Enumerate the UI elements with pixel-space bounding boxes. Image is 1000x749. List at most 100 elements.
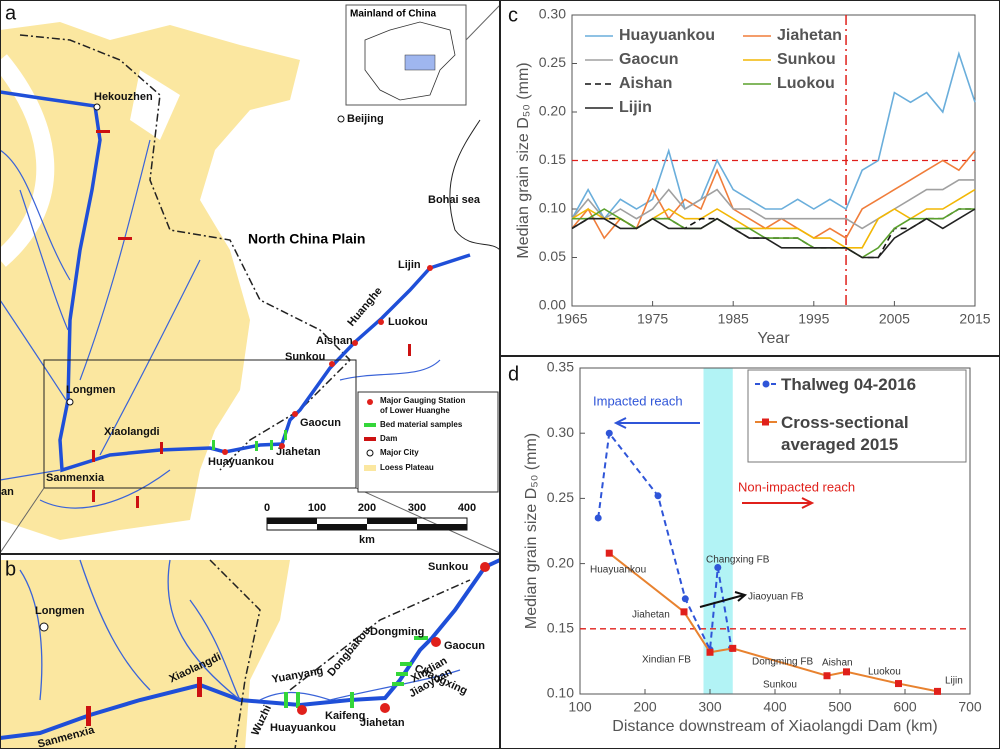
marker: [680, 608, 688, 616]
loess-plateau: [0, 22, 300, 540]
annotations: Impacted reach Non-impacted reach Huayua…: [590, 393, 963, 690]
city: [337, 115, 345, 123]
city: [93, 103, 101, 111]
stations: [297, 562, 490, 715]
marker: [706, 648, 714, 656]
marker: [605, 429, 613, 437]
place-label: an: [1, 486, 14, 498]
y-tick-label: 0.30: [547, 424, 574, 440]
series-line: [571, 208, 976, 259]
legend-label: Luokou: [777, 75, 835, 92]
place-label: Gaocun: [300, 417, 341, 429]
legend-symbol: [364, 437, 376, 441]
marker: [729, 644, 737, 652]
series-line: [571, 51, 976, 221]
point-label: Huayuankou: [590, 565, 646, 576]
place-label: Luokou: [388, 316, 428, 328]
place-label: Longmen: [66, 384, 116, 396]
legend-label: of Lower Huanghe: [380, 406, 450, 415]
legend-label: Aishan: [619, 75, 672, 92]
marker: [654, 492, 662, 500]
panel-label: b: [5, 558, 16, 580]
marker: [681, 595, 689, 603]
place-label: Beijing: [347, 113, 384, 125]
point-label: Xindian FB: [642, 655, 691, 666]
boundary: [209, 559, 471, 749]
place-label: Xiaolangdi: [104, 426, 160, 438]
marker: [895, 680, 902, 688]
marker: [823, 672, 831, 680]
inset-title: Mainland of China: [350, 9, 437, 20]
study-area: [404, 54, 436, 71]
place-label: Sunkou: [285, 351, 325, 363]
annotation: Non-impacted reach: [738, 479, 855, 494]
legend-symbol: [366, 449, 374, 457]
marker: [594, 514, 602, 522]
x-tick-label: 200: [633, 699, 657, 715]
legend-marker: [762, 380, 770, 388]
y-axis-label: Median grain size D₅₀ (mm): [523, 433, 540, 629]
x-tick-label: 1995: [798, 311, 829, 327]
legend-label: Jiahetan: [777, 27, 842, 44]
y-tick-label: 0.30: [539, 6, 566, 22]
legend-label: Huayuankou: [619, 27, 715, 44]
x-tick-label: 1965: [556, 311, 587, 327]
place-label: Bohai sea: [428, 194, 481, 206]
place-label: Sanmenxia: [46, 472, 105, 484]
place-label: North China Plain: [248, 231, 365, 247]
scale-bar: [266, 517, 468, 531]
zoom-line: [0, 487, 45, 554]
map-legend: [357, 391, 499, 493]
x-axis-label: Distance downstream of Xiaolangdi Dam (k…: [612, 718, 937, 735]
x-tick-label: 2005: [879, 311, 910, 327]
arrow: [613, 417, 700, 429]
scale-label: 400: [458, 502, 476, 514]
marker: [934, 687, 941, 695]
samples: [212, 430, 287, 451]
place-label: Gaocun: [444, 640, 485, 652]
place-label: Aishan: [316, 335, 353, 347]
y-tick-label: 0.00: [539, 297, 566, 313]
x-tick-label: 1985: [718, 311, 749, 327]
legend-box: Thalweg 04-2016: [781, 375, 917, 394]
panel-label: a: [5, 2, 17, 24]
x-tick-label: 100: [568, 699, 592, 715]
series-line: [571, 179, 975, 230]
dams: [86, 677, 202, 726]
series-line: [571, 150, 976, 240]
x-tick-label: 600: [893, 699, 917, 715]
x-tick-label: 400: [763, 699, 787, 715]
arrow: [742, 497, 815, 509]
legend-symbol: [364, 465, 376, 471]
legend-box: Cross-sectional averaged 2015: [781, 413, 909, 454]
zoom-line: [465, 4, 501, 41]
samples: [284, 636, 428, 708]
x-tick-label: 500: [828, 699, 852, 715]
loess-plateau: [0, 560, 290, 749]
point-label: Jiaoyuan FB: [748, 592, 804, 603]
zoom-line: [355, 487, 501, 554]
legend-label: Gaocun: [619, 51, 679, 68]
series-line: [608, 552, 938, 693]
point-label: Jiahetan: [632, 610, 670, 621]
scale-unit: km: [359, 534, 375, 546]
place-label: Longmen: [35, 605, 85, 617]
place-label: Huayuankou: [270, 722, 336, 734]
point-label: Aishan: [822, 658, 853, 669]
point-label: Luokou: [868, 667, 901, 678]
y-tick-label: 0.25: [547, 489, 574, 505]
place-label: Dongming: [370, 626, 424, 638]
point-label: Dongming FB: [752, 657, 813, 668]
y-axis-label: Median grain size D₅₀ (mm): [515, 62, 532, 258]
map-gap: [0, 54, 55, 267]
y-tick-label: 0.15: [547, 620, 574, 636]
arrow: [699, 591, 748, 608]
panel-label: d: [508, 363, 519, 385]
legend-label: Thalweg 04-2016: [781, 375, 917, 394]
place-label: Hekouzhen: [94, 91, 153, 103]
inset-frame: [43, 359, 357, 489]
scale-label: 200: [358, 502, 376, 514]
y-tick-label: 0.25: [539, 54, 566, 70]
